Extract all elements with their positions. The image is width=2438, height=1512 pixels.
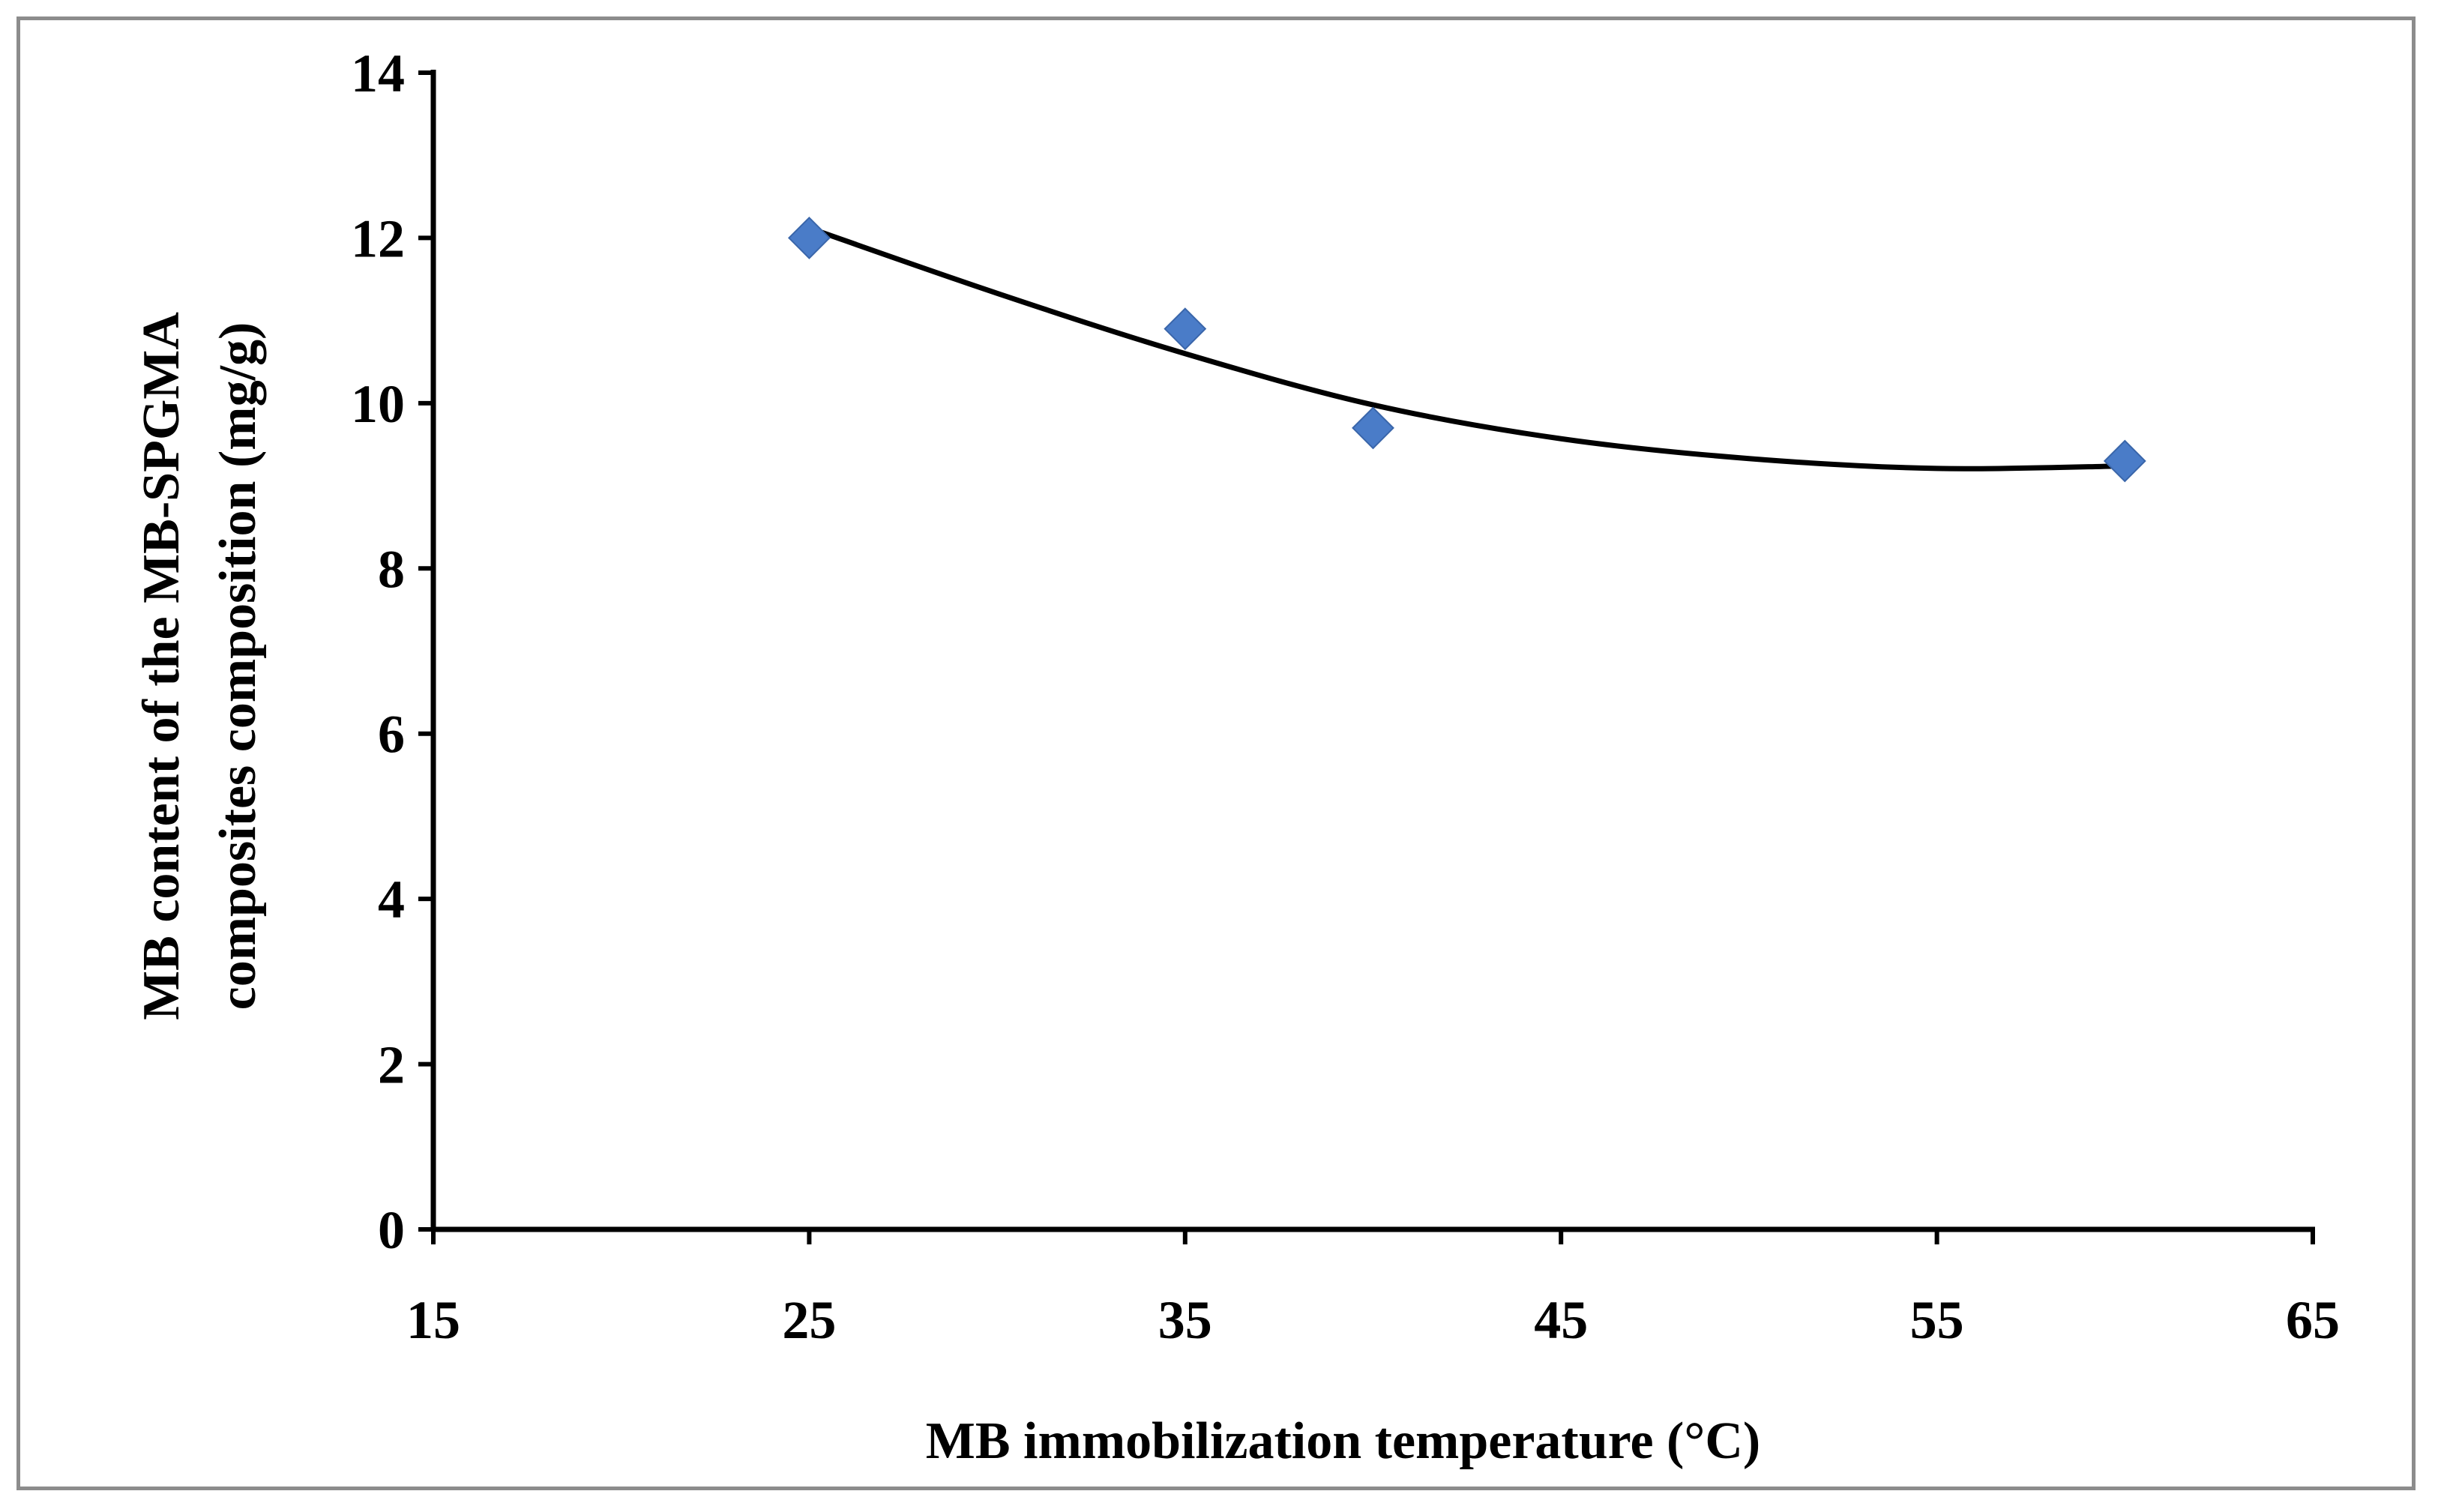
data-point [1164, 307, 1207, 351]
x-tick-label: 15 [406, 1290, 460, 1350]
y-tick-label: 12 [351, 208, 405, 268]
trendline [806, 225, 2128, 472]
y-tick-label: 2 [378, 1035, 405, 1095]
y-tick-label: 0 [378, 1200, 405, 1260]
x-tick-label: 55 [1910, 1290, 1964, 1350]
axis-titles: MB immobilization temperature (°C) MB co… [133, 312, 1760, 1470]
x-tick-label: 25 [782, 1290, 836, 1350]
y-axis-title: MB content of the MB-SPGMA composites co… [133, 312, 267, 1020]
data-point [787, 217, 831, 259]
data-points [787, 217, 2146, 483]
y-tick-label: 8 [378, 539, 405, 599]
tick-labels: 0 2 4 6 8 10 12 14 15 25 35 45 55 65 [351, 43, 2340, 1350]
x-axis-title: MB immobilization temperature (°C) [926, 1412, 1760, 1470]
data-point [2103, 439, 2146, 483]
figure-frame [16, 16, 2416, 1490]
y-tick-label: 4 [378, 870, 405, 930]
y-tick-label: 14 [351, 43, 405, 103]
y-tick-label: 6 [378, 705, 405, 765]
trendline-group [806, 225, 2128, 472]
axes [418, 70, 2315, 1244]
x-tick-label: 45 [1534, 1290, 1588, 1350]
y-axis-title-line-1: MB content of the MB-SPGMA [133, 312, 190, 1020]
y-axis-title-line-2: composites composition (mg/g) [209, 322, 267, 1010]
x-tick-label: 35 [1158, 1290, 1212, 1350]
data-point [1352, 406, 1394, 450]
y-tick-label: 10 [351, 374, 405, 434]
x-tick-label: 65 [2286, 1290, 2340, 1350]
